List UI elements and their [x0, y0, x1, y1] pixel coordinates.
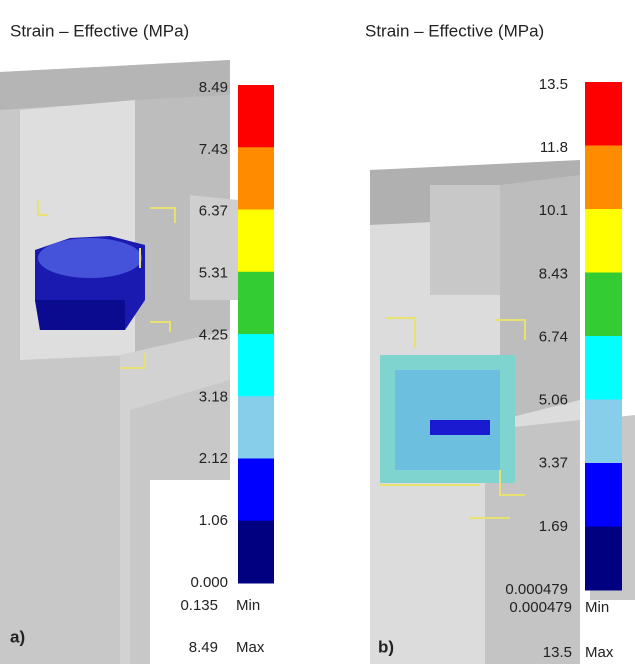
- color-band: [585, 336, 622, 400]
- scale-label: 10.1: [539, 202, 568, 219]
- color-band: [585, 527, 622, 591]
- color-band: [585, 273, 622, 337]
- scale-label: 8.49: [199, 79, 228, 96]
- scale-label: 3.18: [199, 388, 228, 405]
- color-band: [585, 82, 622, 146]
- min-label: Min: [585, 599, 609, 616]
- scale-label: 7.43: [199, 141, 228, 158]
- scale-label: 2.12: [199, 450, 228, 467]
- color-band: [238, 272, 274, 335]
- max-label: Max: [236, 639, 265, 656]
- color-band: [585, 209, 622, 273]
- max-value: 8.49: [189, 639, 218, 656]
- scale-label: 5.06: [539, 392, 568, 409]
- color-band: [238, 85, 274, 148]
- color-band: [585, 400, 622, 464]
- scale-label: 8.43: [539, 265, 568, 282]
- color-band: [238, 396, 274, 459]
- color-band: [585, 146, 622, 210]
- min-value: 0.000479: [509, 599, 572, 616]
- color-band: [585, 463, 622, 527]
- scale-label: 13.5: [539, 76, 568, 93]
- panel-label: a): [10, 627, 25, 646]
- min-value: 0.135: [180, 597, 218, 614]
- scale-label: 11.8: [540, 139, 568, 156]
- min-label: Min: [236, 597, 260, 614]
- scale-label: 5.31: [199, 265, 228, 282]
- scale-label: 1.06: [199, 512, 228, 529]
- panel-label: b): [378, 637, 394, 656]
- panel-title: Strain – Effective (MPa): [10, 21, 189, 40]
- panel-title: Strain – Effective (MPa): [365, 21, 544, 40]
- color-band: [238, 147, 274, 210]
- color-band: [238, 210, 274, 273]
- color-band: [238, 334, 274, 397]
- scale-label: 0.000: [190, 574, 228, 591]
- figure: Strain – Effective (MPa) 8.49 7.43 6.37 5.31…: [0, 0, 635, 664]
- scale-label: 3.37: [539, 455, 568, 472]
- max-label: Max: [585, 644, 614, 661]
- scale-label: 6.74: [539, 328, 568, 345]
- color-band: [238, 521, 274, 584]
- max-value: 13.5: [543, 644, 572, 661]
- color-band: [238, 459, 274, 522]
- scale-label: 6.37: [199, 203, 228, 220]
- scale-label: 0.000479: [505, 581, 568, 598]
- scale-label: 4.25: [199, 326, 228, 343]
- scale-label: 1.69: [539, 518, 568, 535]
